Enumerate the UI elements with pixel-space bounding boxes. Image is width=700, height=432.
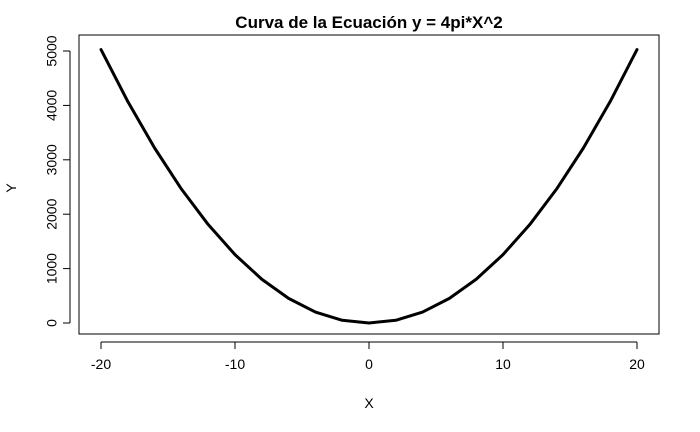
x-axis: -20 -10 0 10 20 bbox=[91, 341, 645, 372]
y-tick-label: 3000 bbox=[44, 144, 60, 175]
y-tick-label: 4000 bbox=[44, 90, 60, 121]
x-tick-label: 20 bbox=[629, 356, 645, 372]
y-axis: 0 1000 2000 3000 4000 5000 bbox=[44, 35, 71, 327]
y-tick-label: 2000 bbox=[44, 198, 60, 229]
y-tick-label: 0 bbox=[44, 319, 60, 327]
x-tick-label: -10 bbox=[225, 356, 245, 372]
y-tick-label: 5000 bbox=[44, 35, 60, 66]
x-tick-label: -20 bbox=[91, 356, 111, 372]
series-line bbox=[99, 48, 639, 325]
chart-title: Curva de la Ecuación y = 4pi*X^2 bbox=[235, 13, 502, 32]
y-axis-label: Y bbox=[3, 183, 19, 193]
x-axis-label: X bbox=[364, 395, 374, 411]
y-tick-label: 1000 bbox=[44, 253, 60, 284]
series-layer bbox=[99, 48, 639, 325]
x-tick-label: 0 bbox=[365, 356, 373, 372]
plot-frame bbox=[78, 34, 660, 335]
x-tick-label: 10 bbox=[495, 356, 511, 372]
